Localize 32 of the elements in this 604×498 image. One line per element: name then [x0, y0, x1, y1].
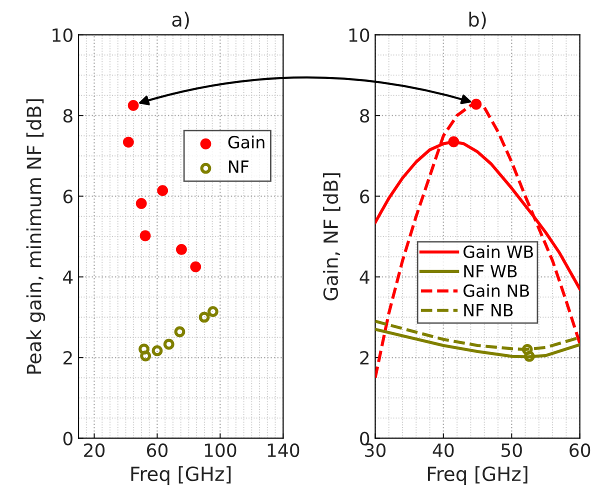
y-tick-label: 8 [63, 108, 72, 123]
y-tick-label: 4 [360, 270, 370, 284]
x-tick-label: 50 [502, 443, 522, 458]
legend-label: NF WB [464, 265, 517, 278]
x-tick-label: 100 [204, 443, 236, 458]
y-tick-label: 10 [52, 28, 72, 42]
legend-label: Gain [228, 136, 264, 148]
x-axis-title: Freq [GHz] [428, 466, 528, 485]
legend-label: Gain NB [464, 284, 529, 297]
legend-label: NF [229, 160, 248, 173]
x-tick-label: 40 [432, 443, 454, 458]
y-axis-title: Peak gain, minimum NF [dB] [26, 99, 46, 374]
chart-title: b) [469, 12, 486, 30]
x-tick-label: 20 [84, 443, 105, 458]
chart-title: a) [172, 12, 189, 30]
y-tick-label: 10 [349, 28, 370, 42]
legend-label: NF NB [464, 304, 513, 316]
x-tick-label: 30 [365, 443, 386, 458]
y-tick-label: 4 [63, 270, 73, 284]
y-tick-label: 6 [360, 190, 370, 204]
x-tick-label: 140 [268, 443, 300, 458]
x-tick-label: 60 [146, 443, 168, 458]
y-tick-label: 8 [360, 108, 370, 123]
y-tick-label: 0 [63, 432, 72, 446]
y-tick-label: 2 [360, 351, 369, 364]
x-axis-title: Freq [GHz] [131, 466, 231, 485]
y-tick-label: 2 [63, 351, 72, 364]
y-tick-label: 6 [63, 190, 73, 204]
x-tick-label: 60 [570, 443, 590, 458]
y-tick-label: 0 [360, 432, 370, 446]
legend-label: Gain WB [464, 245, 533, 258]
y-axis-title: Gain, NF [dB] [323, 173, 340, 300]
